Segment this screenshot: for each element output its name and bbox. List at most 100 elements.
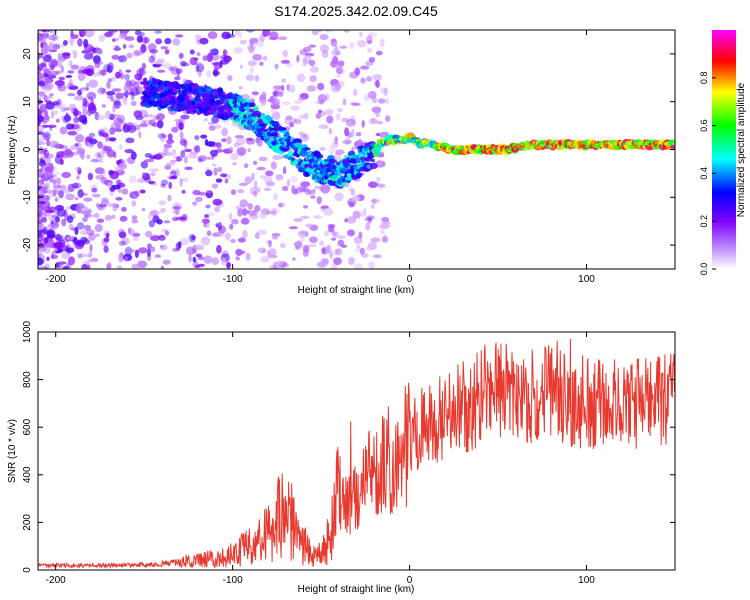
- heatmap-blob: [92, 72, 101, 77]
- heatmap-blob: [201, 218, 210, 224]
- heatmap-blob: [282, 166, 287, 175]
- heatmap-blob: [131, 215, 138, 221]
- heatmap-blob: [72, 237, 78, 245]
- heatmap-blob: [328, 145, 335, 155]
- heatmap-blob: [67, 93, 76, 97]
- heatmap-ridge-blob: [670, 145, 675, 150]
- heatmap-blob: [66, 206, 71, 210]
- heatmap-blob: [221, 127, 228, 137]
- heatmap-blob: [50, 254, 59, 259]
- heatmap-blob: [133, 110, 143, 118]
- heatmap-blob: [122, 96, 128, 106]
- heatmap-blob: [110, 96, 115, 102]
- heatmap-blob: [167, 194, 172, 202]
- heatmap-blob: [160, 179, 169, 186]
- heatmap-blob: [75, 134, 85, 143]
- heatmap-blob: [130, 100, 137, 107]
- heatmap-blob: [319, 146, 326, 151]
- heatmap-blob: [44, 115, 50, 121]
- heatmap-blob: [85, 82, 90, 92]
- heatmap-blob: [203, 117, 208, 122]
- y-tick-label: -20: [22, 237, 33, 252]
- heatmap-blob: [355, 132, 362, 137]
- heatmap-blob: [286, 179, 291, 187]
- heatmap-blob: [175, 68, 183, 74]
- heatmap-blob: [134, 73, 143, 81]
- heatmap-blob: [38, 252, 44, 259]
- heatmap-blob: [154, 254, 162, 258]
- heatmap-blob: [312, 188, 316, 193]
- heatmap-blob: [142, 172, 146, 177]
- heatmap-blob: [41, 217, 47, 223]
- colorbar-tick-label: 0.4: [699, 167, 709, 180]
- heatmap-blob: [213, 61, 221, 70]
- heatmap-blob: [70, 34, 79, 39]
- heatmap-blob: [192, 189, 201, 196]
- heatmap-blob: [380, 217, 390, 222]
- heatmap-blob: [105, 110, 111, 120]
- heatmap-blob: [358, 231, 363, 239]
- colorbar-tick-label: 0.8: [699, 72, 709, 85]
- heatmap-blob: [100, 69, 107, 76]
- heatmap-blob: [108, 261, 112, 269]
- heatmap-ridge-blob: [177, 89, 183, 96]
- heatmap-blob: [164, 165, 172, 170]
- heatmap-blob: [323, 30, 333, 33]
- heatmap-blob: [189, 151, 198, 155]
- heatmap-blob: [272, 193, 279, 201]
- heatmap-blob: [156, 219, 163, 225]
- heatmap-blob: [300, 236, 305, 242]
- heatmap-blob: [302, 57, 308, 67]
- heatmap-blob: [140, 43, 147, 53]
- heatmap-blob: [84, 30, 95, 38]
- heatmap-blob: [261, 91, 267, 100]
- heatmap-blob: [46, 224, 57, 231]
- heatmap-blob: [87, 172, 94, 181]
- heatmap-blob: [55, 154, 61, 158]
- heatmap-blob: [38, 91, 46, 97]
- heatmap-blob: [50, 110, 55, 119]
- heatmap-blob: [175, 168, 180, 177]
- heatmap-blob: [116, 37, 120, 41]
- heatmap-blob: [376, 176, 381, 183]
- heatmap-blob: [123, 122, 127, 130]
- heatmap-blob: [134, 190, 140, 197]
- heatmap-blob: [76, 148, 86, 155]
- heatmap-blob: [263, 55, 268, 62]
- heatmap-blob: [197, 256, 205, 261]
- heatmap-blob: [207, 212, 215, 216]
- heatmap-blob: [350, 189, 356, 196]
- heatmap-blob: [97, 141, 103, 149]
- heatmap-blob: [64, 114, 71, 122]
- heatmap-blob: [216, 145, 222, 153]
- heatmap-blob: [150, 235, 161, 242]
- heatmap-blob: [192, 256, 197, 263]
- heatmap-ridge-blob: [337, 171, 343, 176]
- heatmap-blob: [52, 43, 61, 50]
- heatmap-blob: [298, 186, 306, 193]
- heatmap-blob: [38, 146, 44, 155]
- heatmap-blob: [104, 214, 113, 221]
- heatmap-blob: [115, 92, 124, 100]
- heatmap-blob: [162, 259, 171, 265]
- heatmap-blob: [97, 204, 106, 211]
- heatmap-blob: [106, 262, 112, 269]
- heatmap-blob: [237, 208, 243, 217]
- heatmap-blob: [113, 98, 121, 106]
- heatmap-blob: [147, 43, 157, 52]
- heatmap-blob: [254, 232, 260, 240]
- heatmap-blob: [225, 232, 231, 242]
- heatmap-blob: [298, 114, 308, 119]
- heatmap-blob: [139, 123, 149, 128]
- heatmap-blob: [233, 47, 243, 54]
- heatmap-blob: [65, 150, 74, 158]
- heatmap-blob: [346, 229, 356, 237]
- heatmap-blob: [330, 59, 340, 68]
- heatmap-blob: [58, 184, 67, 190]
- heatmap-blob: [155, 210, 162, 214]
- heatmap-blob: [183, 155, 188, 164]
- heatmap-blob: [353, 263, 363, 269]
- heatmap-blob: [114, 45, 120, 49]
- heatmap-blob: [171, 126, 179, 133]
- heatmap-blob: [144, 159, 154, 163]
